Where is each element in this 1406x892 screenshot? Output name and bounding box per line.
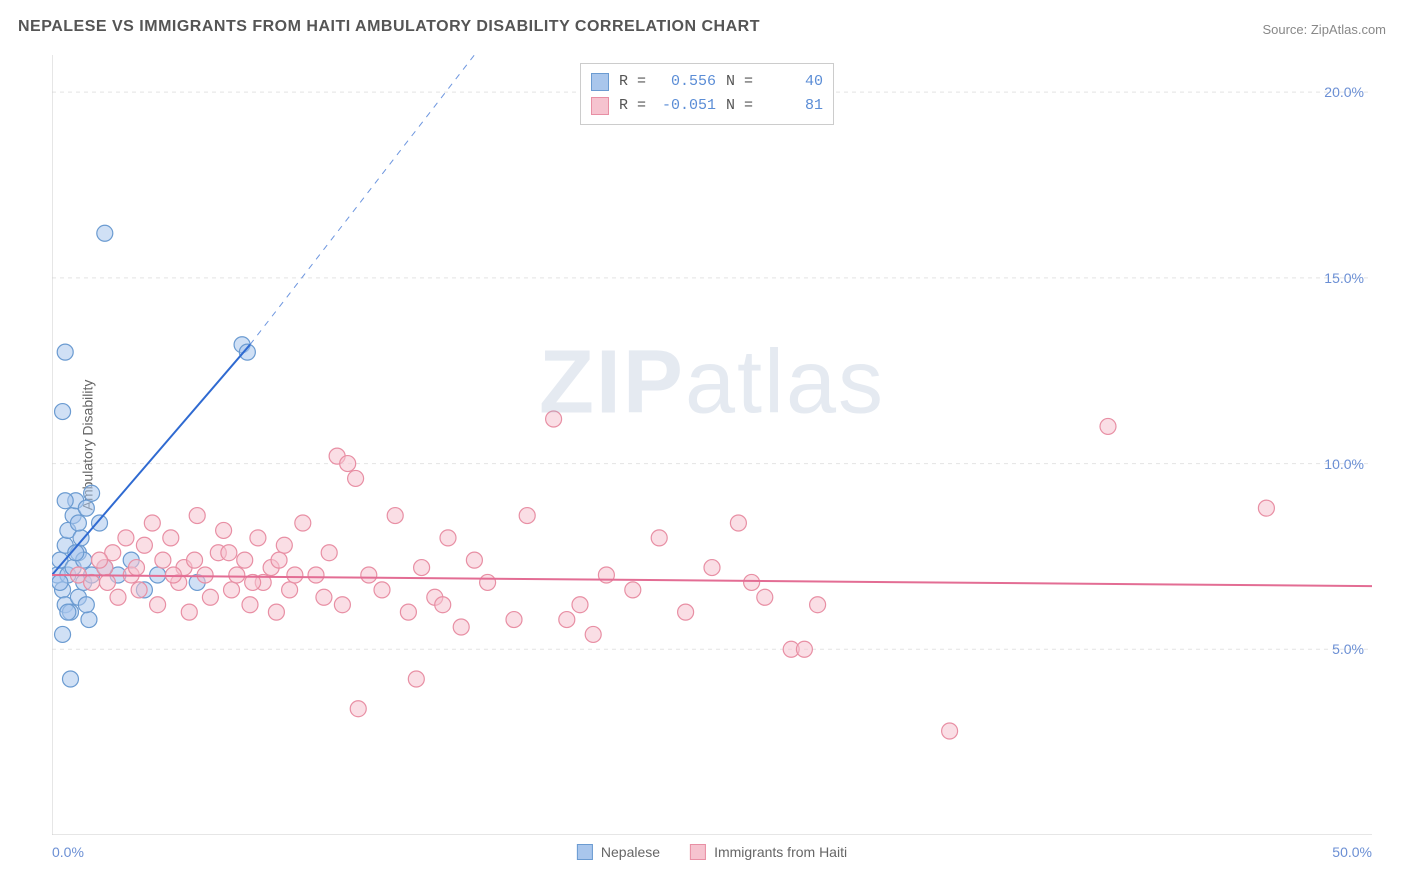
y-tick: 15.0% (1324, 270, 1364, 286)
legend-item: Nepalese (577, 844, 660, 860)
y-tick: 5.0% (1332, 641, 1364, 657)
legend-bottom: Nepalese Immigrants from Haiti (577, 844, 847, 860)
scatter-plot (52, 55, 1372, 835)
x-tick-first: 0.0% (52, 844, 84, 860)
x-tick-last: 50.0% (1332, 844, 1372, 860)
source-label: Source: ZipAtlas.com (1262, 22, 1386, 37)
chart-title: NEPALESE VS IMMIGRANTS FROM HAITI AMBULA… (18, 18, 760, 36)
stats-legend-box: R =0.556 N =40 R =-0.051 N =81 (580, 63, 834, 125)
stats-row: R =-0.051 N =81 (591, 94, 823, 118)
y-tick: 10.0% (1324, 456, 1364, 472)
y-tick: 20.0% (1324, 84, 1364, 100)
legend-item: Immigrants from Haiti (690, 844, 847, 860)
chart-area: Ambulatory Disability ZIPatlas R =0.556 … (52, 55, 1372, 835)
stats-row: R =0.556 N =40 (591, 70, 823, 94)
